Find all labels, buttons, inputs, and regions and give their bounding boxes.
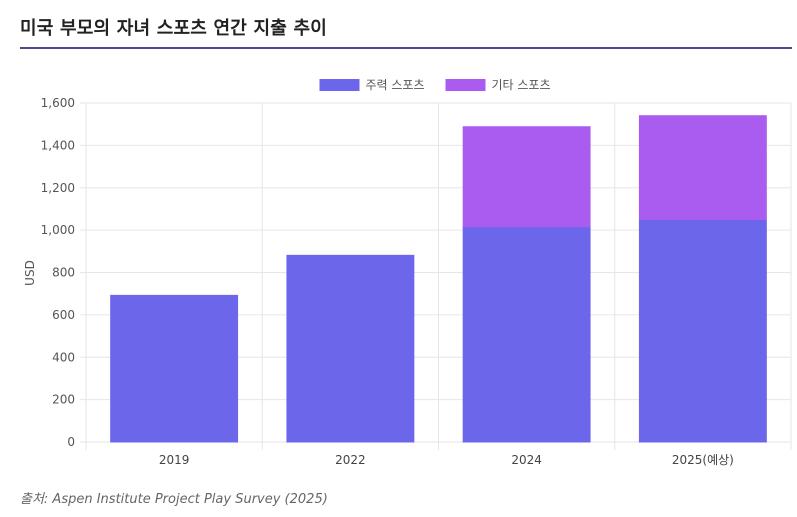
x-tick-label: 2024 bbox=[511, 453, 542, 467]
legend-swatch[interactable] bbox=[319, 79, 360, 91]
legend-label[interactable]: 기타 스포츠 bbox=[492, 78, 551, 92]
legend-label[interactable]: 주력 스포츠 bbox=[366, 78, 425, 92]
bar-segment[interactable] bbox=[462, 126, 591, 228]
bar-segment[interactable] bbox=[286, 254, 415, 443]
legend-swatch[interactable] bbox=[445, 79, 486, 91]
bar-segment[interactable] bbox=[638, 219, 767, 443]
x-tick-label: 2025(예상) bbox=[672, 453, 734, 467]
y-tick-label: 800 bbox=[52, 266, 75, 280]
bar-segment[interactable] bbox=[110, 294, 239, 443]
y-axis-label: USD bbox=[23, 260, 37, 286]
y-tick-label: 1,200 bbox=[41, 181, 75, 195]
y-tick-label: 1,400 bbox=[41, 138, 75, 152]
bar-segment[interactable] bbox=[638, 115, 767, 221]
title-divider bbox=[20, 47, 792, 49]
y-tick-label: 600 bbox=[52, 308, 75, 322]
bar-segment[interactable] bbox=[462, 226, 591, 443]
x-tick-label: 2019 bbox=[159, 453, 190, 467]
chart-container: 주력 스포츠 기타 스포츠 0 200 400 600 800 1,000 1,200 1,40… bbox=[0, 60, 797, 480]
source-note: 출처: Aspen Institute Project Play Survey … bbox=[20, 492, 328, 507]
legend: 주력 스포츠 기타 스포츠 bbox=[319, 78, 551, 92]
y-tick-label: 400 bbox=[52, 350, 75, 364]
y-axis: 0 200 400 600 800 1,000 1,200 1,400 1,600 bbox=[41, 96, 75, 449]
y-tick-label: 1,600 bbox=[41, 96, 75, 110]
y-tick-label: 0 bbox=[67, 435, 75, 449]
bars bbox=[110, 115, 767, 443]
chart-title: 미국 부모의 자녀 스포츠 연간 지출 추이 bbox=[20, 18, 327, 39]
stacked-bar-chart: 주력 스포츠 기타 스포츠 0 200 400 600 800 1,000 1,200 1,40… bbox=[23, 78, 792, 467]
y-tick-label: 1,000 bbox=[41, 223, 75, 237]
x-axis: 2019 2022 2024 2025(예상) bbox=[159, 453, 734, 467]
y-tick-label: 200 bbox=[52, 393, 75, 407]
x-tick-label: 2022 bbox=[335, 453, 366, 467]
